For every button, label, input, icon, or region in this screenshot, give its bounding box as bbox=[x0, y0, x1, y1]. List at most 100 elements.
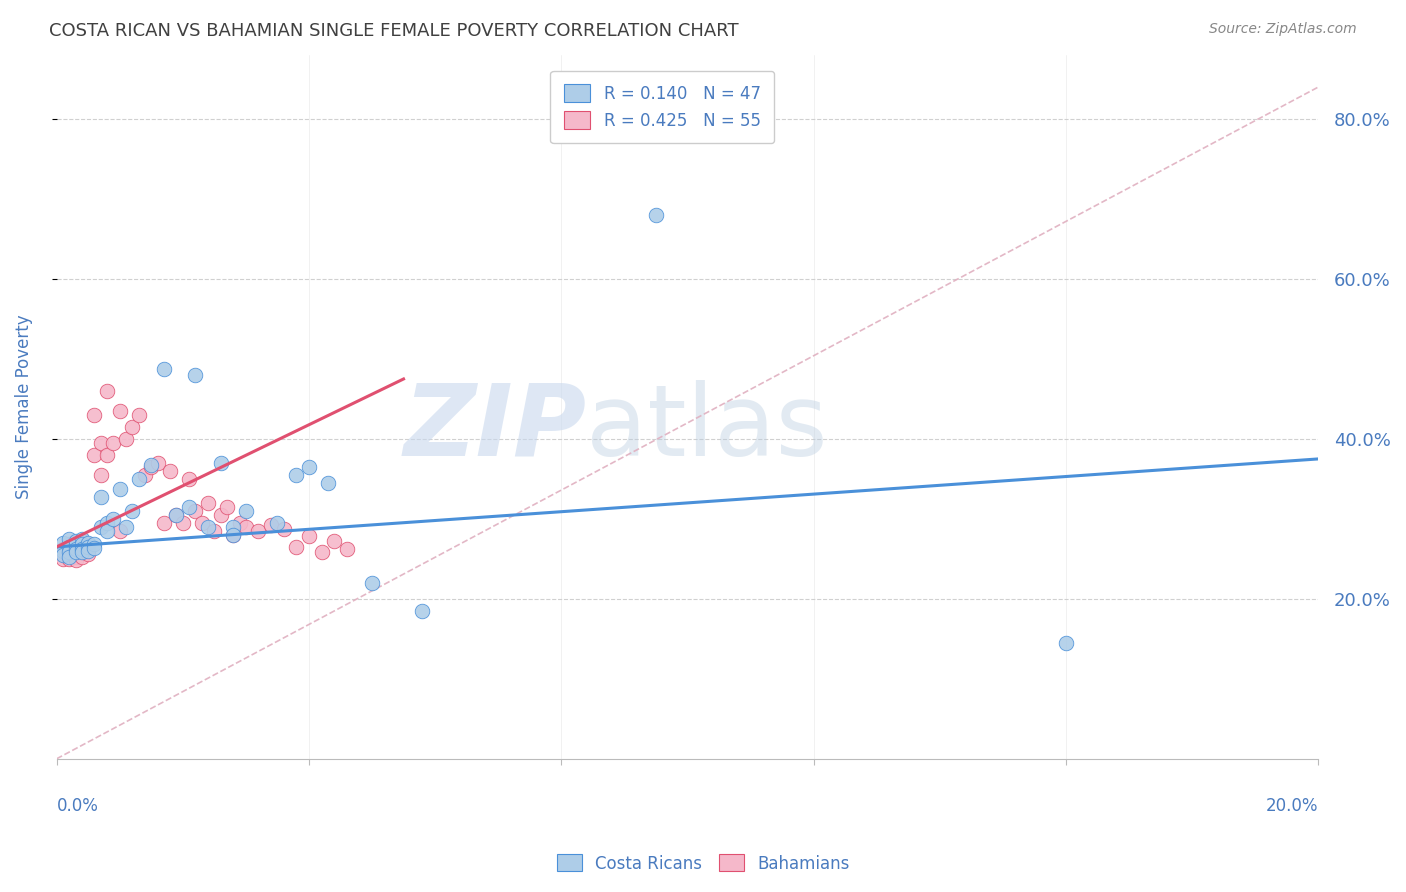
Point bbox=[77, 537, 100, 551]
Point bbox=[83, 537, 105, 551]
Point bbox=[644, 208, 666, 222]
Point bbox=[260, 518, 283, 533]
Point bbox=[190, 516, 212, 530]
Point bbox=[323, 534, 346, 549]
Point bbox=[70, 534, 93, 549]
Point bbox=[128, 472, 150, 486]
Point bbox=[273, 522, 295, 536]
Point bbox=[65, 534, 87, 549]
Point bbox=[228, 516, 250, 530]
Point bbox=[70, 550, 93, 565]
Point bbox=[285, 467, 308, 482]
Text: COSTA RICAN VS BAHAMIAN SINGLE FEMALE POVERTY CORRELATION CHART: COSTA RICAN VS BAHAMIAN SINGLE FEMALE PO… bbox=[49, 22, 738, 40]
Point bbox=[115, 520, 138, 534]
Point bbox=[411, 604, 433, 618]
Point bbox=[141, 459, 163, 474]
Point bbox=[336, 542, 359, 557]
Text: 0.0%: 0.0% bbox=[56, 797, 98, 815]
Y-axis label: Single Female Poverty: Single Female Poverty bbox=[15, 315, 32, 500]
Point bbox=[52, 548, 75, 562]
Point bbox=[83, 541, 105, 556]
Point bbox=[70, 545, 93, 559]
Point bbox=[108, 404, 131, 418]
Point bbox=[235, 520, 257, 534]
Point bbox=[83, 408, 105, 422]
Point bbox=[58, 532, 80, 546]
Point bbox=[177, 472, 200, 486]
Point bbox=[70, 540, 93, 554]
Point bbox=[215, 500, 238, 514]
Point bbox=[153, 361, 176, 376]
Point bbox=[70, 545, 93, 559]
Point bbox=[184, 504, 207, 518]
Point bbox=[90, 490, 112, 504]
Text: 20.0%: 20.0% bbox=[1265, 797, 1319, 815]
Point bbox=[247, 524, 270, 538]
Point bbox=[90, 520, 112, 534]
Point bbox=[65, 537, 87, 551]
Point bbox=[58, 552, 80, 566]
Point bbox=[298, 529, 321, 543]
Point bbox=[108, 524, 131, 538]
Point bbox=[70, 532, 93, 546]
Point bbox=[70, 542, 93, 557]
Point bbox=[96, 516, 118, 530]
Point bbox=[58, 537, 80, 551]
Point bbox=[65, 553, 87, 567]
Point bbox=[103, 436, 125, 450]
Point bbox=[70, 537, 93, 551]
Point bbox=[58, 544, 80, 558]
Point bbox=[90, 467, 112, 482]
Point bbox=[65, 550, 87, 565]
Point bbox=[172, 516, 194, 530]
Point bbox=[103, 512, 125, 526]
Point bbox=[209, 456, 232, 470]
Point bbox=[146, 456, 169, 470]
Point bbox=[222, 528, 245, 542]
Point bbox=[285, 540, 308, 554]
Point bbox=[52, 552, 75, 566]
Point bbox=[184, 368, 207, 382]
Point bbox=[96, 448, 118, 462]
Point bbox=[316, 475, 339, 490]
Point bbox=[222, 520, 245, 534]
Point bbox=[202, 524, 225, 538]
Point bbox=[298, 459, 321, 474]
Point bbox=[58, 540, 80, 554]
Point bbox=[166, 508, 188, 522]
Point bbox=[266, 516, 288, 530]
Point bbox=[52, 548, 75, 562]
Point bbox=[197, 496, 219, 510]
Point bbox=[96, 384, 118, 398]
Point bbox=[58, 550, 80, 565]
Point bbox=[52, 536, 75, 550]
Point bbox=[83, 448, 105, 462]
Legend: Costa Ricans, Bahamians: Costa Ricans, Bahamians bbox=[550, 847, 856, 880]
Point bbox=[1054, 636, 1077, 650]
Point bbox=[65, 540, 87, 554]
Point bbox=[90, 436, 112, 450]
Point bbox=[121, 420, 143, 434]
Text: ZIP: ZIP bbox=[404, 380, 586, 476]
Point bbox=[77, 544, 100, 558]
Point bbox=[65, 545, 87, 559]
Point bbox=[115, 432, 138, 446]
Point bbox=[96, 524, 118, 538]
Point bbox=[209, 508, 232, 522]
Point bbox=[121, 504, 143, 518]
Point bbox=[166, 508, 188, 522]
Point bbox=[65, 542, 87, 557]
Point bbox=[65, 545, 87, 559]
Point bbox=[108, 482, 131, 496]
Point bbox=[77, 542, 100, 557]
Point bbox=[77, 536, 100, 550]
Point bbox=[134, 467, 156, 482]
Point bbox=[52, 544, 75, 558]
Point bbox=[177, 500, 200, 514]
Point bbox=[77, 540, 100, 554]
Point bbox=[153, 516, 176, 530]
Point bbox=[222, 528, 245, 542]
Point bbox=[58, 548, 80, 562]
Point bbox=[361, 575, 384, 590]
Text: Source: ZipAtlas.com: Source: ZipAtlas.com bbox=[1209, 22, 1357, 37]
